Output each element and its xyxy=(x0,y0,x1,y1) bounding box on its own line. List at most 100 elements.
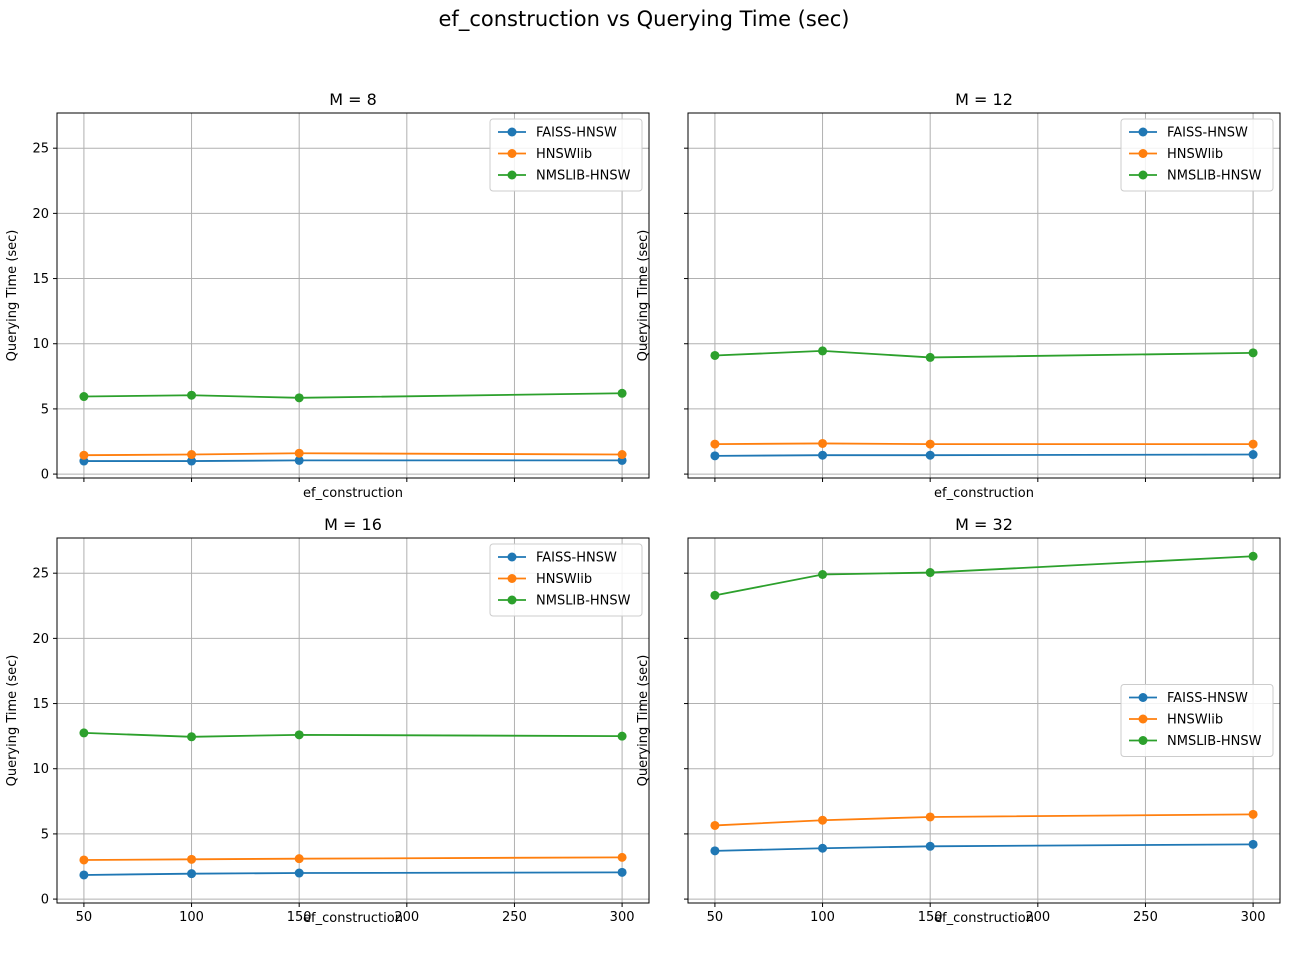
legend-marker xyxy=(507,574,517,583)
data-point-nmslib-hnsw xyxy=(710,590,720,600)
legend-marker xyxy=(507,149,517,158)
legend-label: FAISS-HNSW xyxy=(1167,126,1248,141)
legend-label: FAISS-HNSW xyxy=(536,551,617,566)
legend-label: FAISS-HNSW xyxy=(1167,691,1248,706)
legend-box xyxy=(489,543,643,617)
data-point-nmslib-hnsw xyxy=(818,346,828,356)
legend-label: HNSWlib xyxy=(536,572,592,587)
data-point-nmslib-hnsw xyxy=(294,730,304,740)
data-point-nmslib-hnsw xyxy=(79,392,89,402)
legend-label: HNSWlib xyxy=(536,147,592,162)
series-line-hnswlib xyxy=(714,442,1254,446)
data-point-nmslib-hnsw xyxy=(187,732,197,742)
data-point-hnswlib xyxy=(1248,439,1258,449)
series-line-nmslib-hnsw xyxy=(83,731,623,738)
series-line-faiss-hnsw xyxy=(83,871,623,876)
x-tick-label: 100 xyxy=(810,910,835,925)
data-point-nmslib-hnsw xyxy=(617,388,627,398)
series-line-nmslib-hnsw xyxy=(714,350,1254,359)
data-point-faiss-hnsw xyxy=(710,846,720,856)
y-axis-label: Querying Time (sec) xyxy=(5,655,20,787)
y-tick-label: 0 xyxy=(41,468,49,483)
series-line-hnswlib xyxy=(83,856,623,861)
data-point-faiss-hnsw xyxy=(187,456,197,466)
x-axis-label: ef_construction xyxy=(934,911,1034,926)
legend-box xyxy=(1120,684,1274,757)
data-point-hnswlib xyxy=(710,820,720,830)
data-point-nmslib-hnsw xyxy=(818,570,828,579)
subplot-title: M = 12 xyxy=(955,90,1013,109)
data-point-nmslib-hnsw xyxy=(617,731,627,741)
axes-frame xyxy=(56,537,650,904)
data-point-faiss-hnsw xyxy=(925,841,935,851)
y-tick-label: 25 xyxy=(32,142,49,157)
legend-label: FAISS-HNSW xyxy=(536,126,617,141)
data-point-hnswlib xyxy=(925,439,935,449)
y-tick-label: 10 xyxy=(32,337,49,352)
data-point-hnswlib xyxy=(187,854,197,864)
legend-label: HNSWlib xyxy=(1167,713,1223,728)
x-tick-label: 300 xyxy=(1241,910,1266,925)
legend-marker xyxy=(507,127,517,137)
data-point-hnswlib xyxy=(79,450,89,460)
axes-frame xyxy=(687,537,1281,904)
y-tick-label: 5 xyxy=(41,402,49,417)
data-point-nmslib-hnsw xyxy=(1248,348,1258,358)
legend-marker xyxy=(1138,149,1148,158)
legend-label: NMSLIB-HNSW xyxy=(1167,734,1262,749)
x-axis-label: ef_construction xyxy=(303,486,403,501)
x-tick-label: 250 xyxy=(1133,910,1158,925)
subplot-title: M = 32 xyxy=(955,515,1013,534)
legend-label: NMSLIB-HNSW xyxy=(1167,169,1262,184)
data-point-hnswlib xyxy=(617,852,627,862)
subplot-3: 50 100 150 200 250 300 0 5 10 15 20 25 M = 16 ef_cons… xyxy=(5,515,650,926)
data-point-hnswlib xyxy=(187,450,197,460)
data-point-hnswlib xyxy=(79,855,89,865)
x-tick-label: 100 xyxy=(179,910,204,925)
legend-label: NMSLIB-HNSW xyxy=(536,594,631,609)
legend-marker xyxy=(507,552,517,562)
data-point-hnswlib xyxy=(294,448,304,458)
data-point-faiss-hnsw xyxy=(1248,839,1258,849)
data-point-nmslib-hnsw xyxy=(925,568,935,578)
data-point-hnswlib xyxy=(1248,809,1258,819)
legend: FAISS-HNSW HNSWlib NMSLIB-HNSW xyxy=(1120,684,1274,757)
data-point-faiss-hnsw xyxy=(710,451,720,461)
data-point-hnswlib xyxy=(617,450,627,460)
data-point-faiss-hnsw xyxy=(925,450,935,460)
subplot-title: M = 8 xyxy=(329,90,377,109)
data-point-faiss-hnsw xyxy=(818,843,828,853)
data-point-faiss-hnsw xyxy=(294,455,304,465)
x-tick-label: 300 xyxy=(610,910,635,925)
y-tick-label: 15 xyxy=(32,697,49,712)
data-point-faiss-hnsw xyxy=(79,870,89,880)
series-line-hnswlib xyxy=(714,813,1254,827)
series-line-faiss-hnsw xyxy=(714,453,1254,457)
data-point-faiss-hnsw xyxy=(818,450,828,460)
y-tick-label: 0 xyxy=(41,893,49,908)
x-tick-label: 50 xyxy=(76,910,93,925)
y-tick-label: 5 xyxy=(41,827,49,842)
legend-marker xyxy=(507,170,517,180)
legend-label: HNSWlib xyxy=(1167,147,1223,162)
data-point-faiss-hnsw xyxy=(294,868,304,878)
x-tick-label: 200 xyxy=(394,910,419,925)
y-tick-label: 15 xyxy=(32,272,49,287)
series-line-faiss-hnsw xyxy=(83,459,623,462)
x-tick-label: 150 xyxy=(287,910,312,925)
y-axis-label: Querying Time (sec) xyxy=(636,655,651,787)
axes-frame xyxy=(56,112,650,479)
subplot-1: 0 5 10 15 20 25 M = 8 ef_construction Querying T… xyxy=(5,90,650,501)
legend: FAISS-HNSW HNSWlib NMSLIB-HNSW xyxy=(489,543,643,617)
y-tick-label: 25 xyxy=(32,567,49,582)
legend-marker xyxy=(1138,170,1148,180)
legend-box xyxy=(489,118,643,192)
legend-marker xyxy=(1138,714,1148,724)
data-point-hnswlib xyxy=(818,438,828,448)
legend-box xyxy=(1120,118,1274,192)
series-line-nmslib-hnsw xyxy=(83,392,623,399)
x-tick-label: 200 xyxy=(1025,910,1050,925)
data-point-faiss-hnsw xyxy=(617,867,627,877)
y-tick-label: 20 xyxy=(32,632,49,647)
x-tick-label: 150 xyxy=(918,910,943,925)
